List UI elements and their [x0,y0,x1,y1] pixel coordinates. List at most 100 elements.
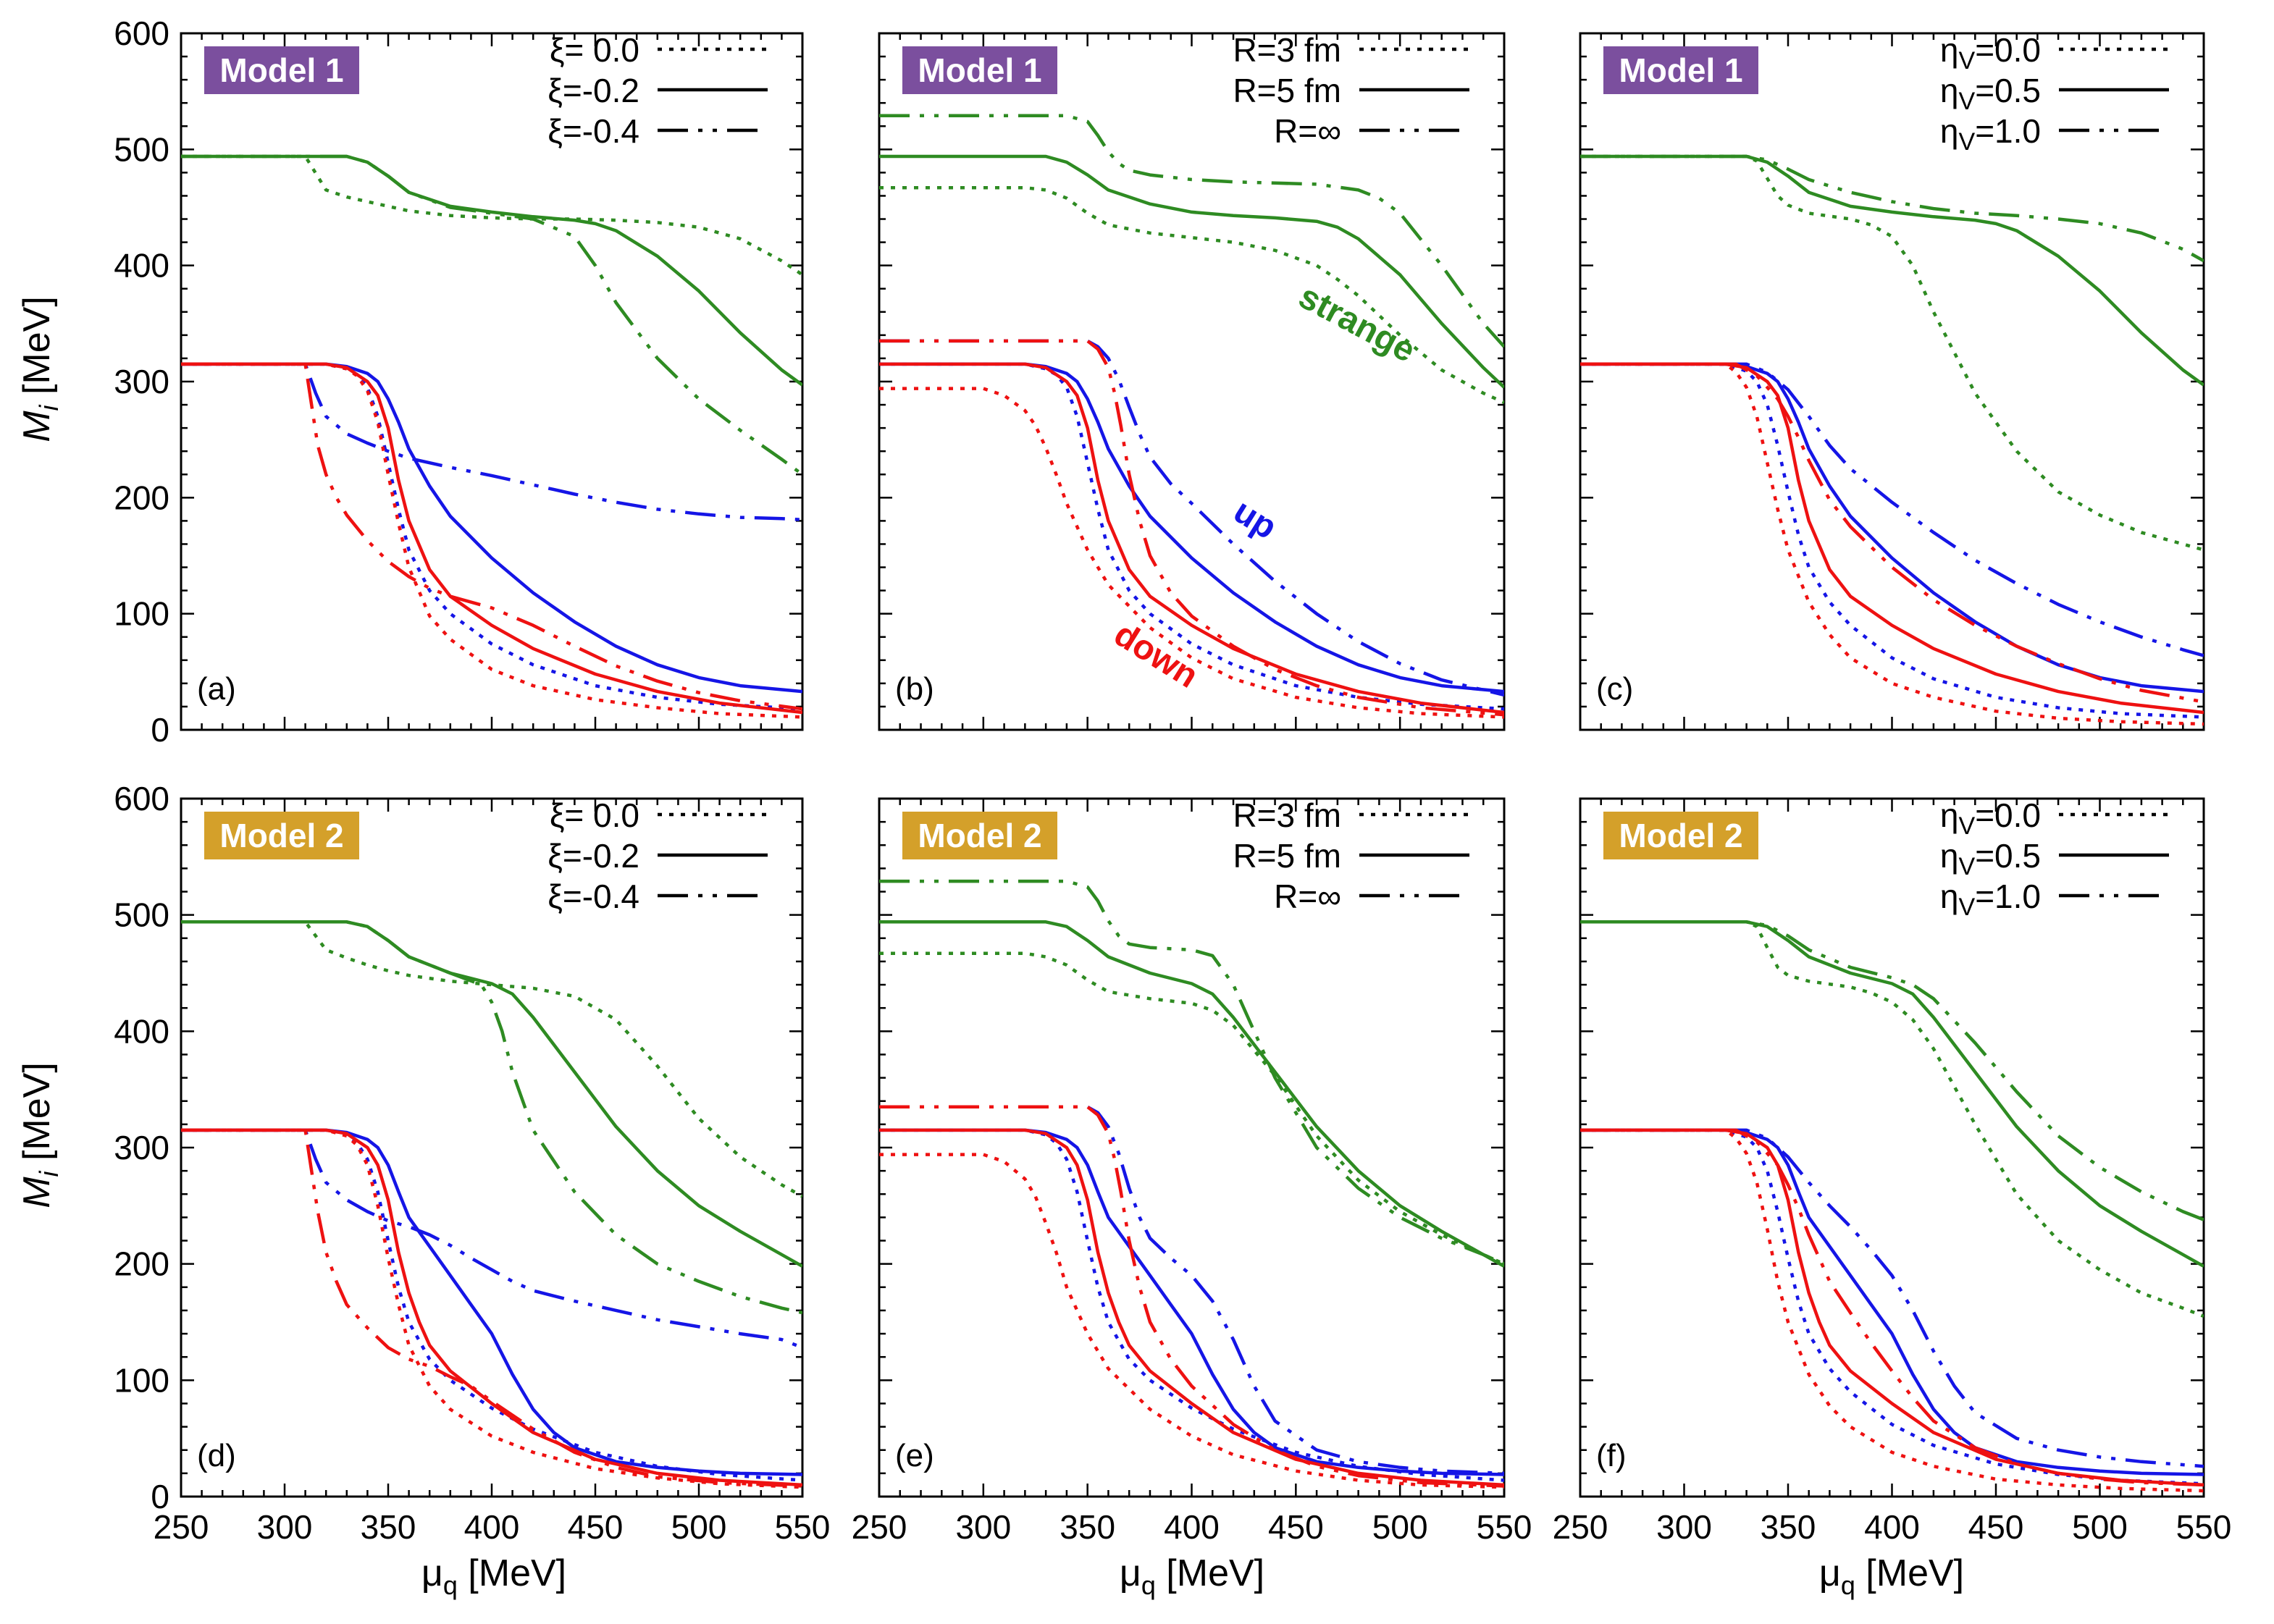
plot-frame [878,797,1506,1498]
series-line-up-solid [1580,362,2204,694]
model-badge-label: Model 2 [1619,817,1742,854]
legend-label: ηV=0.5 [1940,837,2041,880]
x-tick-label: 400 [1864,1508,1920,1546]
y-tick-label: 0 [151,1478,169,1515]
annotation-up: up [1227,492,1283,547]
series-line-down-dot [1580,362,2204,726]
model-badge [1603,46,1758,94]
x-axis-title-f: μq [MeV] [1819,1552,1964,1600]
y-tick-label: 400 [114,247,169,285]
y-axis-title-bottom: Mi [MeV] [16,1062,64,1208]
series-line-down-dashdot [1580,1128,2204,1487]
y-tick-label: 400 [114,1012,169,1050]
annotation-down: down [1107,615,1204,695]
y-tick-label: 200 [114,1245,169,1283]
series-line-down-solid [879,362,1504,715]
y-tick-label: 100 [114,1361,169,1399]
y-tick-label: 600 [114,780,169,817]
series-line-up-solid [1580,1128,2204,1476]
x-tick-label: 250 [154,1508,209,1546]
series-line-strange-dot [181,154,802,277]
annotation-strange: strange [1293,277,1422,370]
model-badge-label: Model 2 [219,817,343,854]
legend-label: ηV=0.0 [1940,796,2041,840]
series-line-up-solid [879,1128,1504,1476]
y-tick-label: 100 [114,595,169,633]
panel-label: (f) [1596,1438,1627,1473]
legend-label: R=∞ [1274,878,1341,915]
series-line-strange-solid [1580,920,2204,1268]
x-tick-label: 350 [1060,1508,1115,1546]
model-badge-label: Model 1 [918,51,1041,89]
legend-label: R=5 fm [1233,837,1341,875]
x-tick-label: 300 [1656,1508,1712,1546]
model-badge [204,46,359,94]
plot-frame [180,797,804,1498]
series-line-down-dot [1580,1128,2204,1493]
legend-label: R=3 fm [1233,796,1341,834]
legend-label: R=3 fm [1233,31,1341,69]
series-line-up-dashdot [181,1128,802,1350]
series-line-down-solid [181,1128,802,1487]
legend-label: R=∞ [1274,112,1341,150]
series-group [181,154,802,719]
panel-label: (e) [895,1438,934,1473]
x-tick-label: 350 [361,1508,416,1546]
panel-e: 250 300 350 400 450 500 550 Model 2 R=3 fmR=5 fm… [852,796,1532,1546]
panel-label: (c) [1596,671,1633,707]
y-tick-label: 0 [151,711,169,749]
x-tick-label: 550 [1477,1508,1532,1546]
x-tick-label: 550 [775,1508,831,1546]
series-line-down-solid [181,362,802,715]
model-badge [902,46,1057,94]
x-tick-label: 500 [1372,1508,1428,1546]
legend-label: ηV=0.0 [1940,31,2041,75]
model-badge-label: Model 1 [219,51,343,89]
x-axis-title-d: μq [MeV] [421,1552,566,1600]
x-tick-label: 550 [2176,1508,2232,1546]
panel-f: 250 300 350 400 450 500 550 Model 2 ηV=0.0ηV=0.5… [1553,796,2232,1546]
series-group [181,920,802,1489]
model-badge [1603,812,1758,859]
model-badge-label: Model 2 [918,817,1041,854]
x-tick-label: 300 [257,1508,313,1546]
legend-label: ξ=-0.4 [547,112,639,150]
series-line-strange-dashdot [879,114,1504,348]
series-line-up-solid [181,1128,802,1476]
legend-label: ηV=0.5 [1940,72,2041,115]
series-line-down-dot [879,1153,1504,1489]
y-axis-title-top: Mi [MeV] [16,296,64,442]
series-line-up-dashdot [1580,362,2204,657]
legend-label: ηV=1.0 [1940,112,2041,156]
series-line-strange-dashdot [879,879,1504,1266]
series-line-strange-dot [1580,920,2204,1318]
series-line-down-dashdot [181,362,802,711]
legend-label: ξ=-0.2 [547,837,639,875]
series-line-up-dot [1580,362,2204,719]
series-line-strange-dot [879,951,1504,1266]
panel-d: 0 100 200 300 400 500 600 250 300 350 400 450 500 550… [114,780,830,1546]
x-axis-title-e: μq [MeV] [1120,1552,1264,1600]
series-line-strange-dashdot [1580,920,2204,1221]
y-tick-label: 500 [114,896,169,934]
series-line-strange-dashdot [1580,154,2204,263]
panel-label: (b) [895,671,934,707]
series-line-strange-dashdot [181,920,802,1315]
series-group [1580,920,2204,1493]
series-line-down-dashdot [879,1105,1504,1488]
model-badge-label: Model 1 [1619,51,1742,89]
series-line-down-dashdot [181,1128,802,1488]
legend-label: ξ=-0.4 [547,878,639,915]
series-line-down-dashdot [1580,362,2204,704]
x-tick-label: 450 [568,1508,624,1546]
series-line-strange-dashdot [181,154,802,476]
series-line-up-dashdot [1580,1128,2204,1468]
series-line-strange-solid [879,920,1504,1268]
series-line-up-dot [181,1128,802,1482]
series-line-down-dot [879,387,1504,719]
series-line-down-dot [181,1128,802,1489]
x-tick-label: 450 [1268,1508,1324,1546]
legend-label: ξ=-0.2 [547,72,639,109]
legend-label: ηV=1.0 [1940,878,2041,921]
